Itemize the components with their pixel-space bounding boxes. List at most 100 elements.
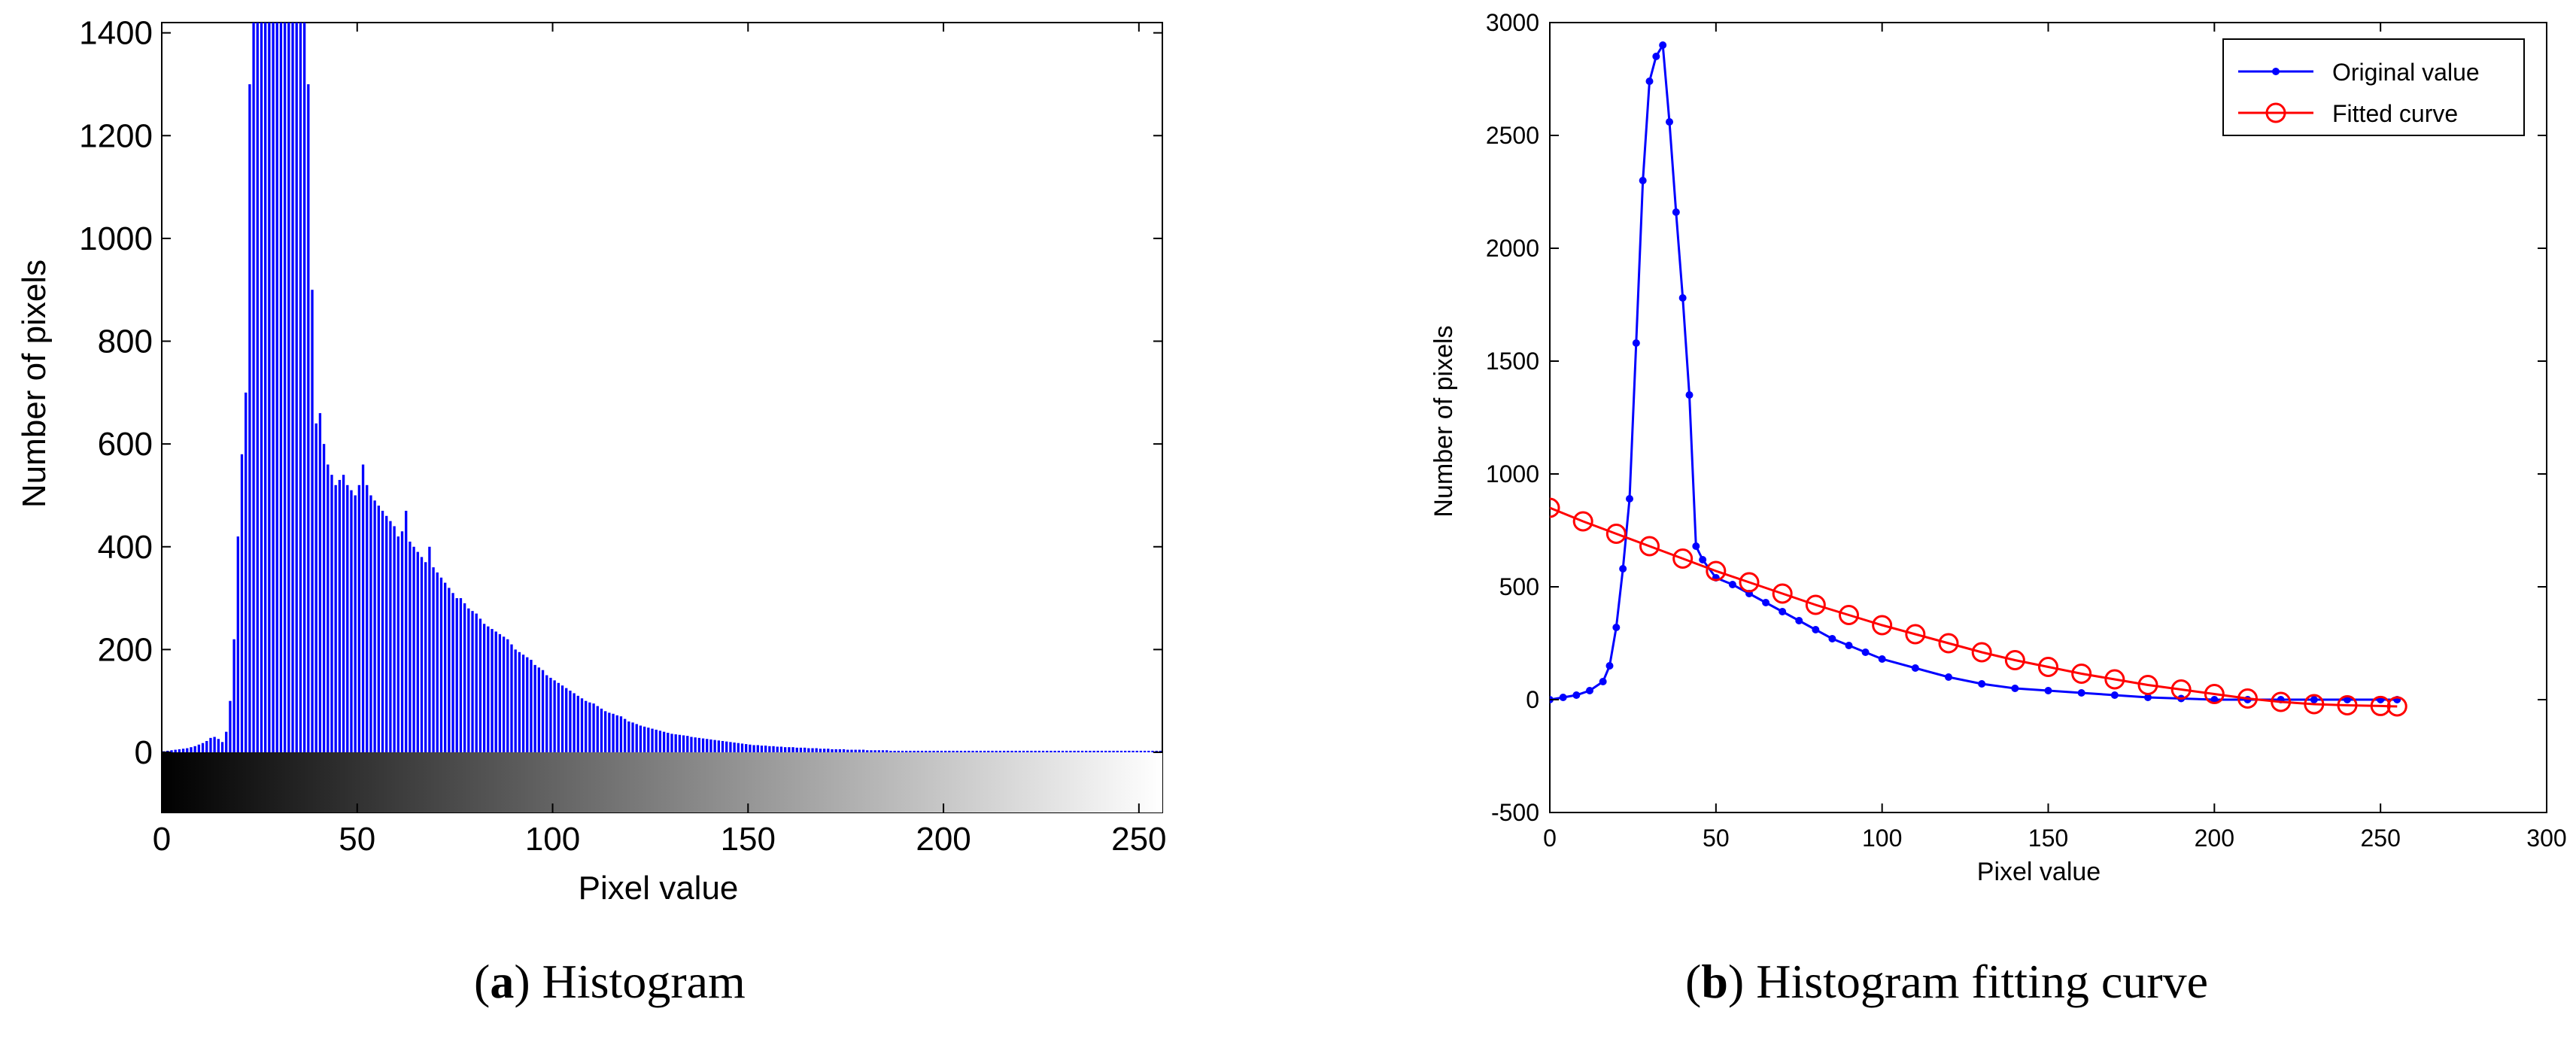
y-tick-label: 2500 xyxy=(1486,122,1539,149)
histogram-bar xyxy=(909,750,912,752)
histogram-bar xyxy=(936,750,939,752)
histogram-bar xyxy=(533,664,536,752)
histogram-chart: 0 50 100 150 200 250 0 200 400 600 800 1000 1200 1400… xyxy=(16,15,1167,907)
histogram-bar xyxy=(409,541,412,752)
original-value-point xyxy=(2077,689,2085,697)
histogram-bar xyxy=(1034,750,1037,752)
legend-box xyxy=(2222,38,2525,136)
histogram-bar xyxy=(1050,750,1053,752)
histogram-bar xyxy=(615,715,618,752)
original-value-point xyxy=(2344,696,2351,703)
x-tick-label: 100 xyxy=(1862,825,1902,852)
histogram-bar xyxy=(283,23,287,752)
y-tick-label: 1200 xyxy=(79,117,153,154)
histogram-bar xyxy=(709,739,712,752)
fitted-curve-point xyxy=(1971,642,1992,663)
histogram-bar xyxy=(877,750,881,752)
histogram-bar xyxy=(592,703,595,752)
y-tick-label: 2000 xyxy=(1486,235,1539,262)
legend-label-original: Original value xyxy=(2332,59,2480,86)
original-value-point xyxy=(2044,687,2052,694)
y-tick-label: 600 xyxy=(98,426,153,463)
original-value-point xyxy=(1685,391,1694,399)
histogram-bar xyxy=(299,23,302,752)
histogram-bar xyxy=(740,743,744,752)
histogram-bar xyxy=(560,685,564,752)
histogram-bar xyxy=(979,750,983,752)
histogram-bar xyxy=(815,748,818,752)
histogram-bar xyxy=(1002,750,1006,752)
original-value-point xyxy=(2110,691,2119,699)
histogram-bar xyxy=(338,479,342,752)
histogram-bar xyxy=(639,725,642,752)
histogram-bar xyxy=(1041,750,1045,752)
histogram-bar xyxy=(850,749,853,752)
histogram-bar xyxy=(642,726,646,752)
histogram-bar xyxy=(678,734,682,752)
histogram-bar xyxy=(701,738,705,752)
y-tick-label: 1000 xyxy=(1486,460,1539,487)
histogram-bar xyxy=(217,739,220,752)
legend-marker-fitted xyxy=(2265,102,2286,123)
fitted-curve-point xyxy=(1550,497,1560,518)
histogram-bar xyxy=(1112,750,1115,752)
histogram-bar xyxy=(925,750,928,752)
histogram-bar xyxy=(959,750,963,752)
histogram-bar xyxy=(662,731,666,752)
histogram-bar xyxy=(201,743,205,752)
histogram-bar xyxy=(788,747,791,752)
histogram-bar xyxy=(631,722,634,752)
histogram-bar xyxy=(1026,750,1029,752)
histogram-bar xyxy=(521,655,525,752)
histogram-bar xyxy=(190,747,193,752)
histogram-bar xyxy=(752,745,755,752)
histogram-bar xyxy=(302,23,306,752)
histogram-ticks: 0 50 100 150 200 250 0 200 400 600 800 1000 1200 1400 xyxy=(79,15,1166,858)
original-value-point xyxy=(1605,662,1614,670)
legend-marker-original xyxy=(2272,68,2280,75)
histogram-bar xyxy=(783,747,787,752)
histogram-bar xyxy=(170,750,173,752)
fitted-curve-point xyxy=(2237,688,2258,709)
histogram-bar xyxy=(706,739,709,752)
histogram-bar xyxy=(729,742,732,752)
histogram-bar xyxy=(573,693,576,752)
y-tick-label: 1000 xyxy=(79,220,153,257)
histogram-bar xyxy=(881,750,885,752)
histogram-bar xyxy=(928,750,931,752)
histogram-bar xyxy=(686,736,689,752)
histogram-bar xyxy=(1151,750,1154,752)
histogram-bar xyxy=(745,744,748,752)
x-tick-label: 0 xyxy=(1543,825,1557,852)
histogram-bar xyxy=(498,633,502,752)
x-tick-label: 50 xyxy=(1703,825,1730,852)
original-value-point xyxy=(1828,635,1836,642)
histogram-bar xyxy=(585,700,588,752)
histogram-bar xyxy=(400,531,404,752)
histogram-bar xyxy=(393,526,396,752)
original-value-point xyxy=(1762,599,1770,606)
histogram-bar xyxy=(428,546,431,752)
fitted-curve-point xyxy=(2004,650,2025,670)
fitted-curve-point xyxy=(1805,594,1826,615)
histogram-bar xyxy=(608,712,611,752)
histogram-bar xyxy=(772,746,775,752)
histogram-bar xyxy=(565,688,568,752)
histogram-bar xyxy=(667,733,670,752)
histogram-bar xyxy=(604,711,607,752)
histogram-bar xyxy=(197,744,201,752)
histogram-bar xyxy=(760,746,764,752)
histogram-bar xyxy=(264,23,267,752)
histogram-bar xyxy=(307,84,310,753)
fitted-curve-point xyxy=(1572,511,1593,532)
histogram-bar xyxy=(318,413,322,752)
histogram-bar xyxy=(807,748,810,752)
fitting-legend: Original value Fitted curve xyxy=(2222,38,2525,136)
histogram-bar xyxy=(1085,750,1088,752)
x-tick-label: 300 xyxy=(2526,825,2566,852)
histogram-bar xyxy=(1096,750,1099,752)
histogram-bar xyxy=(396,536,399,752)
fitted-curve-point xyxy=(1672,548,1694,569)
histogram-bar xyxy=(240,454,244,752)
histogram-bar xyxy=(537,667,541,752)
